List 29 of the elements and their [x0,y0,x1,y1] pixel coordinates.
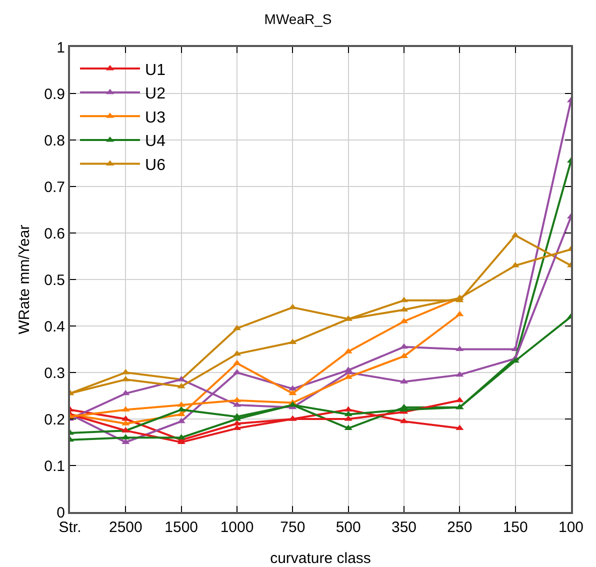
y-tick-label: 0.7 [44,178,65,196]
x-tick-label: 1000 [220,519,254,536]
legend-label: U4 [145,133,166,150]
y-tick-label: 0.5 [44,272,65,289]
x-tick-label: 500 [336,519,361,536]
legend-label: U3 [145,109,166,126]
y-tick-label: 0.8 [44,132,65,150]
x-tick-label: 150 [502,519,528,536]
x-tick-label: 1500 [164,519,198,536]
y-tick-label: 0 [56,504,65,522]
x-tick-label: 100 [558,519,584,536]
x-tick-label: 2500 [108,519,142,536]
x-tick-label: 750 [280,519,306,536]
legend-label: U2 [145,86,166,103]
y-tick-label: 0.2 [44,411,65,428]
chart-title: MWeaR_S [264,10,332,27]
x-axis-title: curvature class [270,550,371,567]
legend-label: U6 [145,156,166,174]
y-tick-label: 0.3 [44,364,65,382]
y-tick-label: 0.1 [44,458,65,475]
y-tick-label: 1 [56,39,65,56]
legend-label: U1 [145,62,166,79]
x-tick-label: 350 [391,519,417,536]
y-axis-title: WRate mm/Year [16,224,33,334]
y-tick-label: 0.6 [44,225,65,242]
y-tick-label: 0.4 [44,318,65,336]
y-tick-label: 0.9 [44,86,65,103]
x-tick-label: 250 [447,519,472,536]
x-tick-label: Str. [58,519,82,536]
